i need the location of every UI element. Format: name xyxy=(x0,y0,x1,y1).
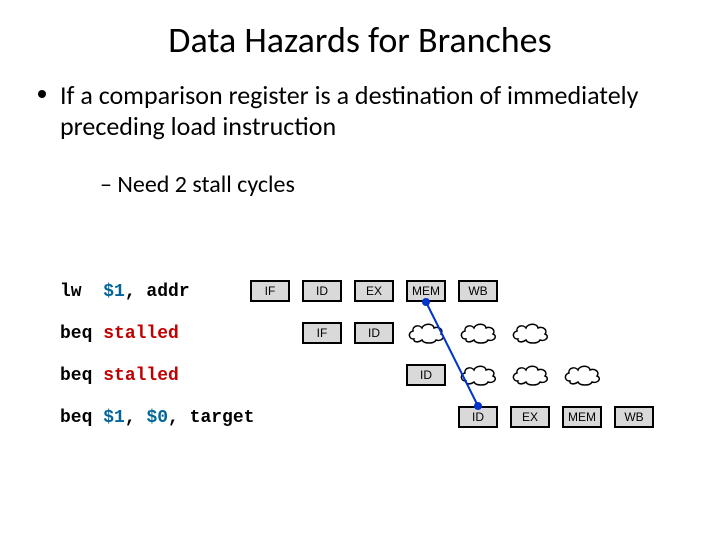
instruction-label: beq stalled xyxy=(60,324,179,344)
pipeline-stage: EX xyxy=(510,406,550,428)
bullet-1: If a comparison register is a destinatio… xyxy=(60,80,680,142)
pipeline-stage: ID xyxy=(458,406,498,428)
instruction-label: beq $1, $0, target xyxy=(60,408,254,428)
stall-bubble-icon xyxy=(562,364,602,386)
stall-bubble-icon xyxy=(458,322,498,344)
pipeline-stage: MEM xyxy=(406,280,446,302)
instruction-label: beq stalled xyxy=(60,366,179,386)
pipeline-stage: ID xyxy=(354,322,394,344)
pipeline-stage: MEM xyxy=(562,406,602,428)
instruction-label: lw $1, addr xyxy=(60,282,190,302)
pipeline-stage: EX xyxy=(354,280,394,302)
stall-bubble-icon xyxy=(406,322,446,344)
pipeline-stage: IF xyxy=(250,280,290,302)
stall-bubble-icon xyxy=(510,364,550,386)
pipeline-stage: WB xyxy=(458,280,498,302)
bullet-1-text: If a comparison register is a destinatio… xyxy=(60,79,638,142)
bullet-marker-icon xyxy=(38,90,46,98)
pipeline-stage: IF xyxy=(302,322,342,344)
pipeline-stage: WB xyxy=(614,406,654,428)
stall-bubble-icon xyxy=(510,322,550,344)
slide-title: Data Hazards for Branches xyxy=(0,18,720,62)
pipeline-stage: ID xyxy=(406,364,446,386)
sub-bullet-1: – Need 2 stall cycles xyxy=(100,170,295,199)
stall-bubble-icon xyxy=(458,364,498,386)
pipeline-stage: ID xyxy=(302,280,342,302)
